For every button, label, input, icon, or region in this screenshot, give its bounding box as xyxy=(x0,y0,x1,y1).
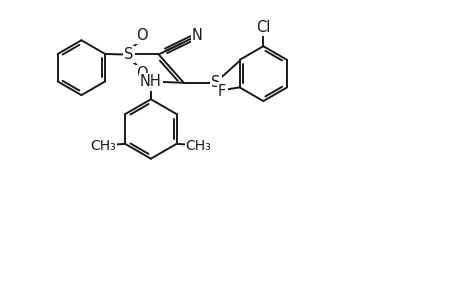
Text: CH₃: CH₃ xyxy=(185,139,211,153)
Text: Cl: Cl xyxy=(256,20,270,34)
Text: S: S xyxy=(124,47,133,62)
Text: O: O xyxy=(135,66,147,81)
Text: O: O xyxy=(135,28,147,43)
Text: S: S xyxy=(211,75,220,90)
Text: NH: NH xyxy=(140,74,162,89)
Text: N: N xyxy=(191,28,202,43)
Text: CH₃: CH₃ xyxy=(90,139,116,153)
Text: F: F xyxy=(218,83,226,98)
